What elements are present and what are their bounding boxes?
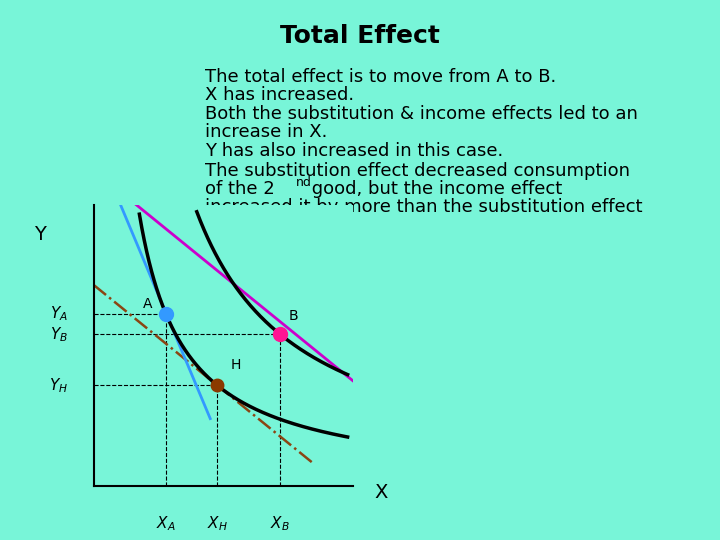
Text: X: X: [375, 483, 388, 502]
Text: H: H: [230, 357, 240, 372]
Text: X has increased.: X has increased.: [205, 86, 354, 104]
Text: increased it by more than the substitution effect: increased it by more than the substituti…: [205, 198, 643, 215]
Text: $Y_A$: $Y_A$: [50, 305, 68, 323]
Text: $X_A$: $X_A$: [156, 514, 176, 533]
Text: good, but the income effect: good, but the income effect: [306, 180, 562, 198]
Text: A: A: [143, 297, 153, 311]
Text: $Y_H$: $Y_H$: [49, 376, 68, 395]
Text: Total Effect: Total Effect: [280, 24, 440, 48]
Text: nd: nd: [296, 176, 312, 189]
Text: $X_B$: $X_B$: [270, 514, 290, 533]
Text: Y: Y: [34, 225, 45, 245]
Text: The substitution effect decreased consumption: The substitution effect decreased consum…: [205, 162, 630, 180]
Text: Both the substitution & income effects led to an: Both the substitution & income effects l…: [205, 105, 638, 123]
Text: $Y_B$: $Y_B$: [50, 325, 68, 344]
Text: The total effect is to move from A to B.: The total effect is to move from A to B.: [205, 68, 557, 85]
Text: Y has also increased in this case.: Y has also increased in this case.: [205, 142, 503, 160]
Text: of the 2: of the 2: [205, 180, 275, 198]
Text: $X_H$: $X_H$: [207, 514, 228, 533]
Text: decreased it.: decreased it.: [205, 215, 323, 233]
Text: B: B: [289, 309, 298, 323]
Text: increase in X.: increase in X.: [205, 123, 328, 141]
